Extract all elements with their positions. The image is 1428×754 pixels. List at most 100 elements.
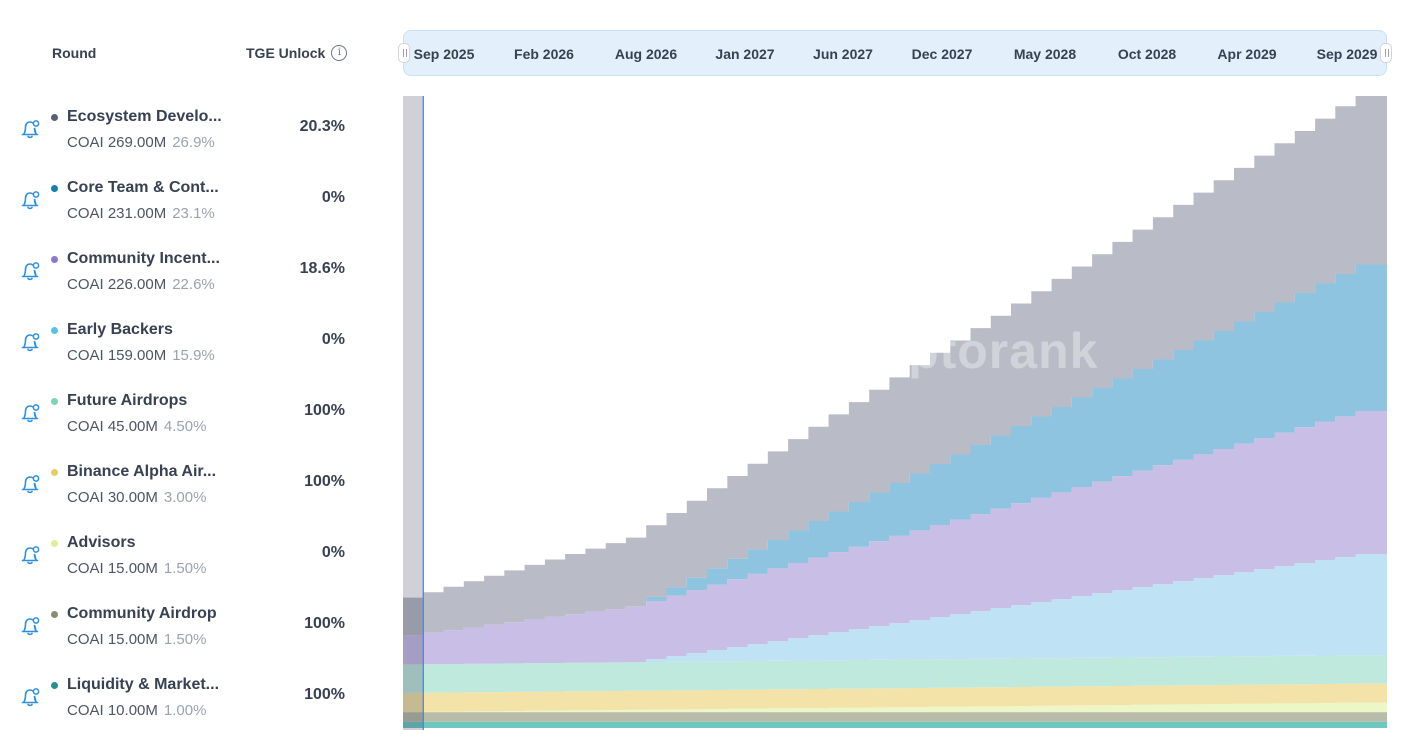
range-end-handle[interactable] xyxy=(1380,43,1392,63)
timeline-label: Jun 2027 xyxy=(813,46,873,62)
round-amount: COAI 30.00M 3.00% xyxy=(67,489,206,506)
round-amount-value: COAI 159.00M xyxy=(67,347,167,364)
round-share: 15.9% xyxy=(172,347,215,364)
series-color-dot xyxy=(51,682,58,689)
round-tge-unlock: 0% xyxy=(321,331,345,348)
round-tge-unlock: 20.3% xyxy=(299,118,345,135)
round-amount: COAI 15.00M 1.50% xyxy=(67,631,206,648)
round-amount-value: COAI 45.00M xyxy=(67,418,158,435)
round-tge-unlock: 100% xyxy=(304,686,345,703)
series-area[interactable] xyxy=(403,683,1387,712)
series-area[interactable] xyxy=(403,712,1387,722)
watermark: cryptorank xyxy=(830,323,1099,379)
round-row[interactable]: Binance Alpha Air... COAI 30.00M 3.00% 100% xyxy=(0,458,390,529)
round-row[interactable]: Early Backers COAI 159.00M 15.9% 0% xyxy=(0,316,390,387)
round-amount: COAI 231.00M 23.1% xyxy=(67,205,215,222)
series-area[interactable] xyxy=(403,554,1387,665)
round-amount: COAI 45.00M 4.50% xyxy=(67,418,206,435)
round-tge-unlock: 18.6% xyxy=(299,260,345,277)
round-tge-unlock: 100% xyxy=(304,615,345,632)
round-amount-value: COAI 269.00M xyxy=(67,134,167,151)
series-color-dot xyxy=(51,256,58,263)
round-tge-unlock: 0% xyxy=(321,189,345,206)
tge-unlock-column-header: TGE Unlock i xyxy=(246,45,348,61)
round-name[interactable]: Early Backers xyxy=(67,321,173,338)
info-icon[interactable]: i xyxy=(331,45,348,61)
timeline-label: Sep 2025 xyxy=(413,46,475,62)
range-start-handle[interactable] xyxy=(398,43,410,63)
series-area[interactable] xyxy=(403,655,1387,693)
round-column-header: Round xyxy=(52,45,97,61)
bell-icon[interactable] xyxy=(18,188,42,212)
series-area[interactable] xyxy=(403,721,1387,728)
tge-highlight xyxy=(403,96,424,730)
timeline-label: Feb 2026 xyxy=(514,46,574,62)
series-area[interactable] xyxy=(403,411,1387,665)
series-area[interactable] xyxy=(403,96,1387,636)
timeline-label: Sep 2029 xyxy=(1316,46,1378,62)
bell-icon[interactable] xyxy=(18,472,42,496)
round-name[interactable]: Ecosystem Develo... xyxy=(67,108,222,125)
round-amount: COAI 159.00M 15.9% xyxy=(67,347,215,364)
series-color-dot xyxy=(51,398,58,405)
vesting-chart xyxy=(403,96,1387,730)
round-name[interactable]: Future Airdrops xyxy=(67,392,188,409)
round-name[interactable]: Core Team & Cont... xyxy=(67,179,219,196)
round-amount: COAI 15.00M 1.50% xyxy=(67,560,206,577)
round-name[interactable]: Liquidity & Market... xyxy=(67,676,220,693)
round-name[interactable]: Binance Alpha Air... xyxy=(67,463,217,480)
round-row[interactable]: Ecosystem Develo... COAI 269.00M 26.9% 20.3… xyxy=(0,103,390,174)
timeline-range-slider[interactable]: Sep 2025 Feb 2026 Aug 2026 Jan 2027 Jun 2027… xyxy=(398,30,1392,76)
round-amount: COAI 10.00M 1.00% xyxy=(67,702,206,719)
series-color-dot xyxy=(51,327,58,334)
round-amount-value: COAI 231.00M xyxy=(67,205,167,222)
round-share: 4.50% xyxy=(163,418,207,435)
series-color-dot xyxy=(51,611,58,618)
round-name[interactable]: Advisors xyxy=(67,534,136,551)
round-amount: COAI 269.00M 26.9% xyxy=(67,134,215,151)
round-amount-value: COAI 10.00M xyxy=(67,702,158,719)
series-color-dot xyxy=(51,185,58,192)
timeline-label: Oct 2028 xyxy=(1117,46,1177,62)
round-row[interactable]: Core Team & Cont... COAI 231.00M 23.1% 0% xyxy=(0,174,390,245)
bell-icon[interactable] xyxy=(18,685,42,709)
timeline-label: May 2028 xyxy=(1013,46,1077,62)
round-name[interactable]: Community Airdrop xyxy=(67,605,217,622)
round-share: 1.00% xyxy=(163,702,207,719)
round-share: 3.00% xyxy=(163,489,207,506)
round-share: 1.50% xyxy=(163,560,207,577)
bell-icon[interactable] xyxy=(18,117,42,141)
round-share: 23.1% xyxy=(172,205,215,222)
round-row[interactable]: Community Airdrop COAI 15.00M 1.50% 100% xyxy=(0,600,390,671)
tge-unlock-label: TGE Unlock xyxy=(246,45,326,61)
round-share: 26.9% xyxy=(172,134,215,151)
rounds-panel: Round TGE Unlock i Ecosystem Develo... CO… xyxy=(0,0,390,754)
timeline-label: Aug 2026 xyxy=(614,46,678,62)
bell-icon[interactable] xyxy=(18,543,42,567)
round-amount-value: COAI 226.00M xyxy=(67,276,167,293)
round-tge-unlock: 0% xyxy=(321,544,345,561)
round-name[interactable]: Community Incent... xyxy=(67,250,220,267)
timeline-label: Apr 2029 xyxy=(1217,46,1277,62)
round-amount-value: COAI 30.00M xyxy=(67,489,158,506)
timeline-label: Jan 2027 xyxy=(715,46,775,62)
round-row[interactable]: Advisors COAI 15.00M 1.50% 0% xyxy=(0,529,390,600)
round-row[interactable]: Community Incent... COAI 226.00M 22.6% 18.6… xyxy=(0,245,390,316)
round-tge-unlock: 100% xyxy=(304,402,345,419)
series-color-dot xyxy=(51,114,58,121)
round-amount-value: COAI 15.00M xyxy=(67,560,158,577)
timeline-label: Dec 2027 xyxy=(911,46,973,62)
bell-icon[interactable] xyxy=(18,330,42,354)
round-share: 22.6% xyxy=(172,276,215,293)
series-area[interactable] xyxy=(403,264,1387,636)
bell-icon[interactable] xyxy=(18,401,42,425)
round-row[interactable]: Liquidity & Market... COAI 10.00M 1.00% 100… xyxy=(0,671,390,742)
round-row[interactable]: Future Airdrops COAI 45.00M 4.50% 100% xyxy=(0,387,390,458)
series-color-dot xyxy=(51,469,58,476)
bell-icon[interactable] xyxy=(18,259,42,283)
round-share: 1.50% xyxy=(163,631,207,648)
bell-icon[interactable] xyxy=(18,614,42,638)
round-amount-value: COAI 15.00M xyxy=(67,631,158,648)
series-area[interactable] xyxy=(403,702,1387,713)
round-amount: COAI 226.00M 22.6% xyxy=(67,276,215,293)
